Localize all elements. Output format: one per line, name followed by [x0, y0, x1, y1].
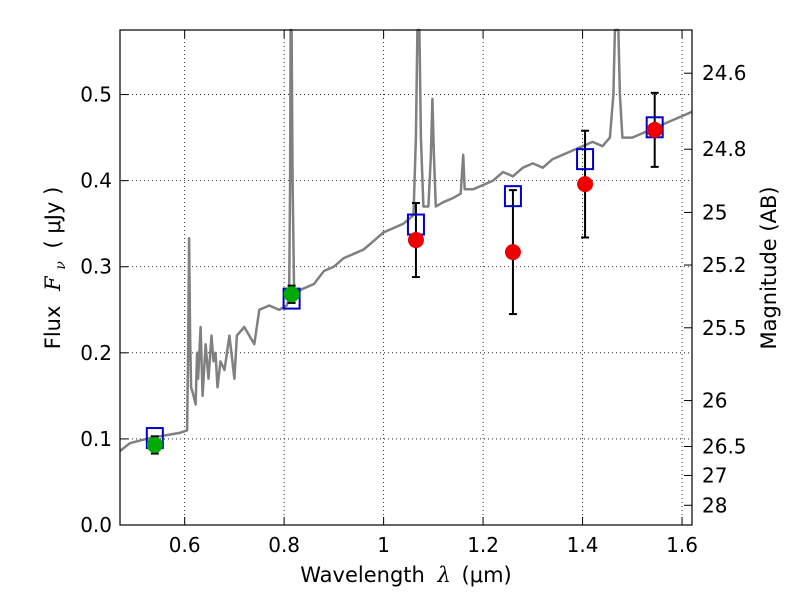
data-point-circle	[577, 176, 594, 193]
x-axis-label-text: Wavelength	[300, 563, 425, 587]
data-point-circle	[146, 436, 163, 453]
model-point-square	[576, 148, 595, 171]
y-axis-label-symbol: F	[41, 275, 65, 292]
y2-tick-label: 28	[702, 493, 727, 517]
y2-tick-label: 25.5	[702, 316, 747, 340]
y-axis-label-unit: ( μJy )	[41, 187, 65, 249]
marker-layer	[145, 116, 664, 453]
y2-tick-label: 26.5	[702, 434, 747, 458]
y2-tick-label: 26	[702, 389, 727, 413]
x-tick-label: 0.8	[268, 533, 300, 557]
data-point-circle	[504, 244, 521, 261]
y-tick-label: 0.3	[80, 255, 112, 279]
y2-tick-label: 27	[702, 463, 727, 487]
x-tick-label: 1	[377, 533, 390, 557]
y2-tick-label: 25.2	[702, 253, 747, 277]
x-axis-label: Wavelength λ (μm)	[300, 563, 511, 587]
right-axis-label: Magnitude (AB)	[757, 186, 781, 349]
plot-frame	[119, 29, 693, 526]
x-tick-label: 0.6	[169, 533, 201, 557]
model-point-square	[503, 185, 522, 208]
y-tick-label: 0.0	[80, 513, 112, 537]
spectrum-layer	[119, 28, 693, 452]
y-axis-label: Flux F ν ( μJy )	[41, 187, 70, 350]
spectrum-line	[119, 28, 693, 452]
x-axis-label-unit: (μm)	[462, 563, 512, 587]
y-tick-label: 0.1	[80, 427, 112, 451]
y-tick-label: 0.5	[80, 83, 112, 107]
data-point-circle	[646, 121, 663, 138]
y-axis-label-sub: ν	[53, 261, 69, 270]
y2-tick-label: 24.8	[702, 137, 747, 161]
tick-layer: 0.6 0.8 1 1.2 1.4 1.6 0.0 0.1 0.2 0.3 0.4 0.5 24.6 24…	[80, 30, 747, 557]
y2-tick-label: 24.6	[702, 61, 747, 85]
y-tick-label: 0.4	[80, 169, 112, 193]
y-axis-label-text: Flux	[41, 306, 65, 350]
data-point-circle	[407, 232, 424, 249]
data-point-circle	[283, 286, 300, 303]
y-tick-label: 0.2	[80, 341, 112, 365]
grid-layer	[120, 30, 692, 526]
x-tick-label: 1.4	[567, 533, 599, 557]
x-axis-label-symbol: λ	[437, 563, 451, 587]
y2-tick-label: 25	[702, 200, 727, 224]
x-tick-label: 1.2	[467, 533, 499, 557]
x-tick-label: 1.6	[666, 533, 698, 557]
